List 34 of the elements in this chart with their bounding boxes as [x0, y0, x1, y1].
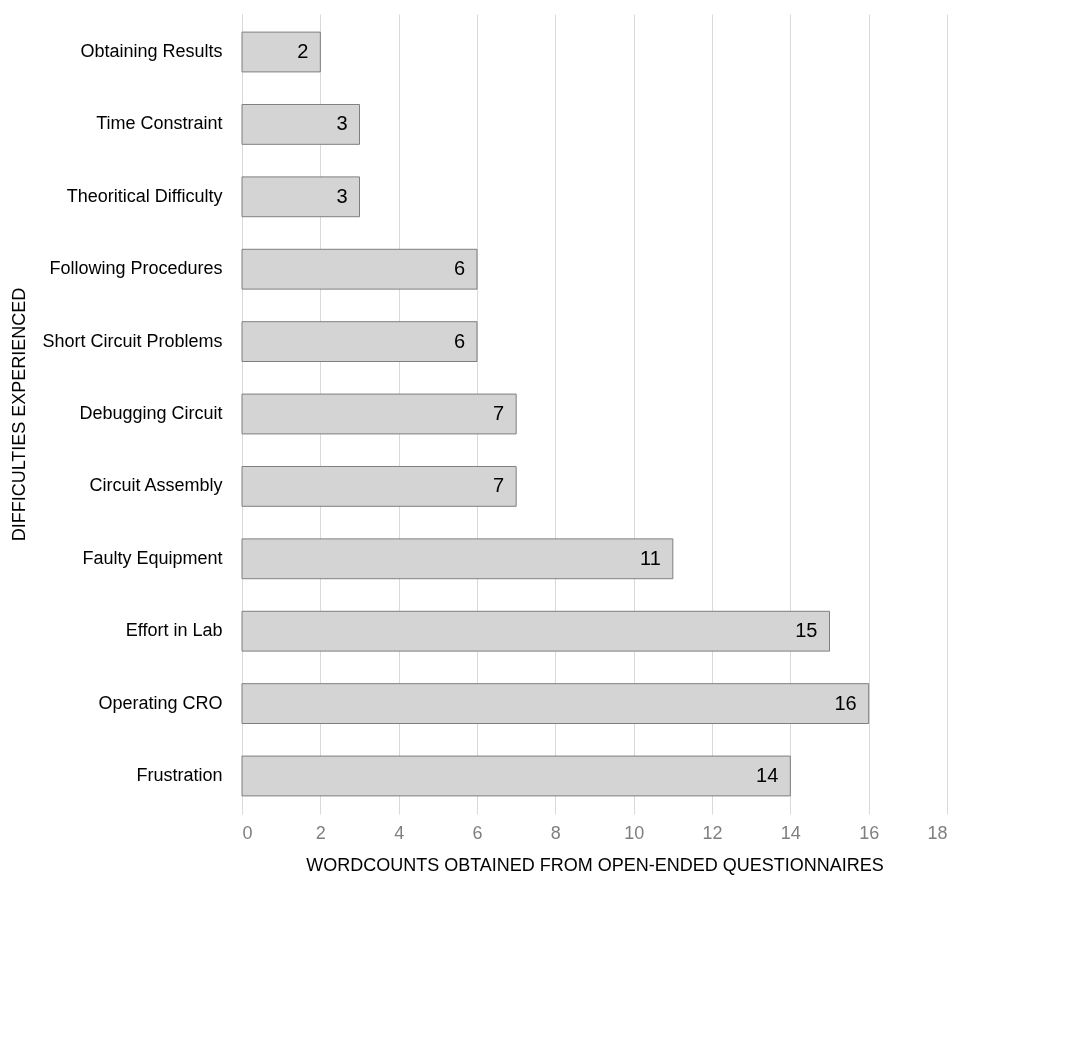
x-tick-label: 8	[550, 822, 561, 843]
x-tick-label: 2	[315, 822, 326, 843]
data-label: 14	[756, 763, 779, 786]
x-tick-label: 16	[859, 822, 880, 843]
x-axis-title: WORDCOUNTS OBTAINED FROM OPEN-ENDED QUESTIONNAIRES	[306, 854, 884, 875]
x-tick-label: 4	[394, 822, 405, 843]
x-tick-label: 6	[472, 822, 483, 843]
y-tick-label: Following Procedures	[49, 258, 223, 279]
y-tick-label: Frustration	[136, 764, 223, 785]
y-tick-label: Obtaining Results	[80, 41, 223, 62]
y-tick-label: Effort in Lab	[125, 620, 223, 641]
y-tick-label: Theoritical Difficulty	[66, 185, 223, 206]
x-tick-label: 0	[242, 822, 253, 843]
x-tick-label: 12	[702, 822, 723, 843]
data-label: 3	[336, 184, 348, 207]
y-axis-title: DIFFICULTIES EXPERIENCED	[8, 287, 29, 542]
data-label: 7	[493, 402, 505, 424]
data-label: 2	[297, 40, 309, 63]
data-label: 6	[453, 257, 465, 280]
x-tick-label: 10	[624, 822, 645, 843]
x-tick-label: 14	[780, 822, 801, 843]
data-label: 3	[336, 112, 348, 135]
data-label: 11	[640, 546, 661, 569]
x-tick-label: 18	[927, 822, 948, 843]
y-tick-label: Circuit Assembly	[89, 475, 223, 496]
data-label: 15	[795, 619, 818, 642]
data-label: 16	[834, 691, 857, 714]
y-tick-label: Debugging Circuit	[79, 403, 223, 423]
y-tick-label: Faulty Equipment	[82, 547, 223, 568]
y-tick-label: Time Constraint	[96, 113, 223, 134]
data-label: 6	[453, 329, 465, 352]
y-tick-label: Short Circuit Problems	[42, 330, 223, 351]
y-tick-label: Operating CRO	[98, 692, 223, 713]
data-label: 7	[493, 474, 505, 497]
